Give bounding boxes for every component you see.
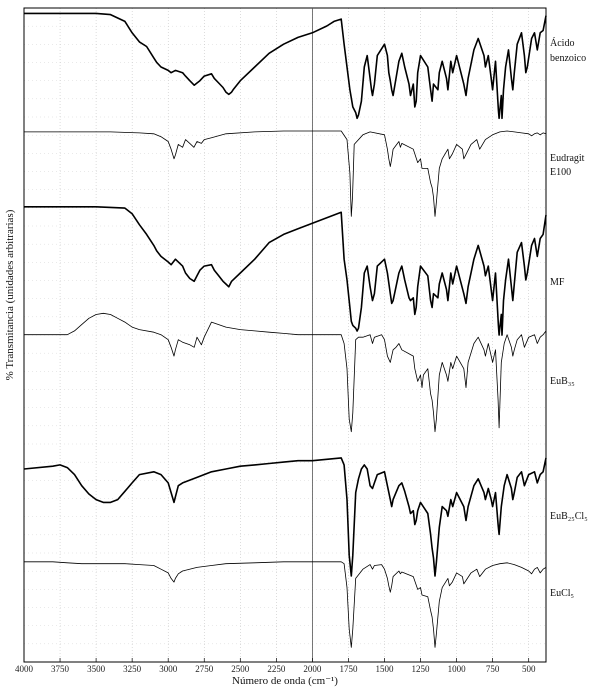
spectrum-line bbox=[24, 130, 547, 217]
spectrum-line bbox=[24, 12, 547, 120]
x-axis-title: Número de onda (cm⁻¹) bbox=[232, 675, 338, 687]
x-tick-label: 3000 bbox=[159, 664, 178, 674]
spectra-group bbox=[23, 12, 547, 648]
x-tick-label: 2750 bbox=[195, 664, 214, 674]
x-tick-label: 3500 bbox=[87, 664, 106, 674]
x-tick-label: 2500 bbox=[231, 664, 250, 674]
x-tick-label: 4000 bbox=[15, 664, 34, 674]
spectrum-line bbox=[24, 206, 547, 336]
x-tick-label: 1750 bbox=[339, 664, 358, 674]
x-tick-label: 3250 bbox=[123, 664, 142, 674]
x-tick-label: 500 bbox=[522, 664, 536, 674]
x-tick-label: 1500 bbox=[375, 664, 394, 674]
spectrum-line bbox=[24, 561, 547, 648]
y-axis-title: % Transmitancia (unidades arbitrarias) bbox=[4, 209, 16, 380]
x-tick-label: 1250 bbox=[412, 664, 431, 674]
x-tick-label: 750 bbox=[486, 664, 500, 674]
series-label: EuB₃₅ bbox=[550, 376, 575, 387]
series-label: MF bbox=[550, 277, 565, 288]
series-label: E100 bbox=[550, 167, 571, 178]
series-label: Ácido bbox=[550, 37, 574, 49]
x-axis-ticks: 4000 3750 3500 3250 3000 2750 2500 2250 2000 1750… bbox=[15, 658, 536, 674]
series-label: benzoico bbox=[550, 53, 586, 64]
series-labels: Ácido benzoico Eudragit E100 MF EuB₃₅ EuB₂₅Cl₅… bbox=[550, 37, 588, 599]
spectrum-line bbox=[24, 312, 547, 433]
spectrum-line bbox=[23, 457, 547, 577]
x-tick-label: 3750 bbox=[51, 664, 70, 674]
series-label: EuCl₅ bbox=[550, 588, 574, 599]
x-tick-label: 1000 bbox=[448, 664, 467, 674]
x-tick-label: 2000 bbox=[303, 664, 322, 674]
series-label: Eudragit bbox=[550, 153, 585, 164]
series-label: EuB₂₅Cl₅ bbox=[550, 511, 588, 522]
x-tick-label: 2250 bbox=[267, 664, 286, 674]
